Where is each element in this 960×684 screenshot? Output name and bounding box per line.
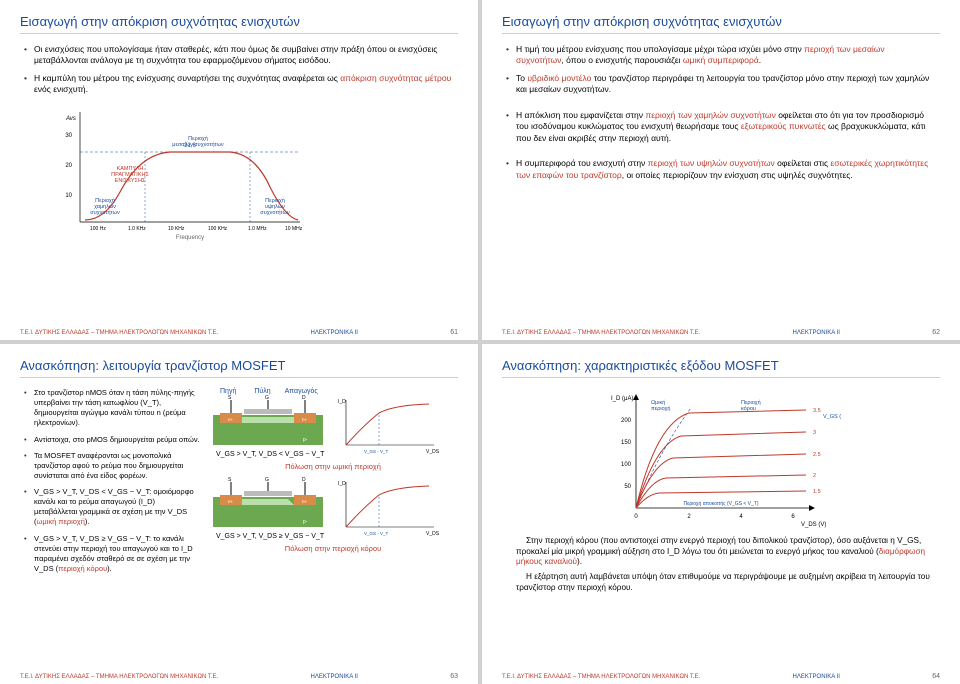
svg-text:n+: n+ <box>228 499 234 504</box>
iv-curve-sat: I_D V_DS V_GS - V_T <box>334 477 439 542</box>
mosfet-ohmic-diagram: S G D n+ n+ p- V_GS > V_T, V_DS < V_GS −… <box>208 395 328 458</box>
svg-text:3: 3 <box>813 430 816 436</box>
svg-text:V_GS (V): V_GS (V) <box>823 414 841 420</box>
svg-text:Περιοχή αποκοπής (V_GS < V_T): Περιοχή αποκοπής (V_GS < V_T) <box>683 500 758 507</box>
slide-footer: Τ.Ε.Ι. ΔΥΤΙΚΗΣ ΕΛΛΑΔΑΣ – ΤΜΗΜΑ ΗΛΕΚΤΡΟΛΟ… <box>502 673 940 680</box>
svg-text:p-: p- <box>303 519 308 525</box>
svg-text:Περιοχήμεσαίων συχνοτήτων: Περιοχήμεσαίων συχνοτήτων <box>172 135 224 148</box>
svg-text:I_D: I_D <box>338 481 346 487</box>
svg-text:D: D <box>302 395 306 401</box>
svg-text:I_D: I_D <box>338 399 346 405</box>
bullet-3: Η απόκλιση που εμφανίζεται στην περιοχή … <box>516 110 930 144</box>
svg-text:10 KHz: 10 KHz <box>168 226 185 232</box>
bullet-1: Η τιμή του μέτρου ενίσχυσης που υπολογίσ… <box>516 44 930 67</box>
svg-text:n+: n+ <box>302 417 308 422</box>
svg-text:Avs: Avs <box>65 116 76 122</box>
bullet-2: Η καμπύλη του μέτρου της ενίσχυσης συναρ… <box>34 73 458 96</box>
svg-text:100 KHz: 100 KHz <box>208 226 228 232</box>
svg-text:50: 50 <box>624 484 631 490</box>
output-characteristics-chart: 50 100 150 200 I_D (μA) 0 2 4 6 V_DS (V) <box>601 388 841 528</box>
slide-title: Εισαγωγή στην απόκριση συχνότητας ενισχυ… <box>20 14 458 34</box>
svg-text:2: 2 <box>813 473 816 479</box>
slide-62: Εισαγωγή στην απόκριση συχνότητας ενισχυ… <box>482 0 960 340</box>
caption-sat: Πόλωση στην περιοχή κόρου <box>208 544 458 553</box>
svg-text:V_DS (V): V_DS (V) <box>801 522 826 528</box>
svg-text:V_GS - V_T: V_GS - V_T <box>364 531 389 536</box>
para-2: Η εξάρτηση αυτή λαμβάνεται υπόψη όταν επ… <box>516 572 930 593</box>
slide-64: Ανασκόπηση: χαρακτηριστικές εξόδου MOSFE… <box>482 344 960 684</box>
iv-curve-ohmic: I_D V_DS V_GS - V_T <box>334 395 439 460</box>
page-number: 61 <box>450 329 458 336</box>
svg-text:I_D (μA): I_D (μA) <box>611 396 633 402</box>
svg-text:30: 30 <box>65 133 72 139</box>
svg-text:Περιοχήκόρου: Περιοχήκόρου <box>741 399 761 412</box>
svg-text:V_GS - V_T: V_GS - V_T <box>364 449 389 454</box>
svg-text:20: 20 <box>65 163 72 169</box>
slide-footer: Τ.Ε.Ι. ΔΥΤΙΚΗΣ ΕΛΛΑΔΑΣ – ΤΜΗΜΑ ΗΛΕΚΤΡΟΛΟ… <box>20 329 458 336</box>
svg-text:2: 2 <box>687 514 691 520</box>
footer-inst: Τ.Ε.Ι. ΔΥΤΙΚΗΣ ΕΛΛΑΔΑΣ – ΤΜΗΜΑ ΗΛΕΚΤΡΟΛΟ… <box>20 330 218 336</box>
slide-title: Ανασκόπηση: λειτουργία τρανζίστορ MOSFET <box>20 358 458 378</box>
svg-text:100: 100 <box>621 462 632 468</box>
slide-title: Ανασκόπηση: χαρακτηριστικές εξόδου MOSFE… <box>502 358 940 378</box>
svg-text:3.5: 3.5 <box>813 408 821 414</box>
slide-61: Εισαγωγή στην απόκριση συχνότητας ενισχυ… <box>0 0 478 340</box>
bullet-list: Στο τρανζίστορ nMOS όταν η τάση πύλης-πη… <box>20 388 200 574</box>
svg-text:6: 6 <box>791 514 795 520</box>
para-1: Στην περιοχή κόρου (που αντιστοιχεί στην… <box>516 536 930 568</box>
svg-text:n+: n+ <box>302 499 308 504</box>
svg-text:2.5: 2.5 <box>813 452 821 458</box>
slide-63: Ανασκόπηση: λειτουργία τρανζίστορ MOSFET… <box>0 344 478 684</box>
svg-text:Ωμικήπεριοχή: Ωμικήπεριοχή <box>651 399 670 412</box>
svg-text:0: 0 <box>634 514 638 520</box>
svg-text:10: 10 <box>65 193 72 199</box>
svg-text:200: 200 <box>621 418 632 424</box>
svg-text:D: D <box>302 477 306 483</box>
caption-ohmic: Πόλωση στην ωμική περιοχή <box>208 462 458 471</box>
freq-response-chart: 10 20 30 Avs 21,6 Περιοχήμεσαίων συχνοτή… <box>50 102 310 242</box>
svg-text:V_DS: V_DS <box>426 531 439 537</box>
bullet-list: Η τιμή του μέτρου ενίσχυσης που υπολογίσ… <box>502 44 940 181</box>
svg-text:Frequency: Frequency <box>176 235 204 241</box>
bullet-4: Η συμπεριφορά του ενισχυτή στην περιοχή … <box>516 158 930 181</box>
slide-footer: Τ.Ε.Ι. ΔΥΤΙΚΗΣ ΕΛΛΑΔΑΣ – ΤΜΗΜΑ ΗΛΕΚΤΡΟΛΟ… <box>20 673 458 680</box>
svg-text:150: 150 <box>621 440 632 446</box>
svg-text:n+: n+ <box>228 417 234 422</box>
slide-footer: Τ.Ε.Ι. ΔΥΤΙΚΗΣ ΕΛΛΑΔΑΣ – ΤΜΗΜΑ ΗΛΕΚΤΡΟΛΟ… <box>502 329 940 336</box>
svg-text:1.0 KHz: 1.0 KHz <box>128 226 146 232</box>
mosfet-sat-diagram: S G D n+ n+ p- V_GS > V_T, V_DS ≥ V_GS −… <box>208 477 328 540</box>
svg-text:G: G <box>265 477 269 483</box>
svg-text:1.5: 1.5 <box>813 489 821 495</box>
svg-text:1.0 MHz: 1.0 MHz <box>248 226 267 232</box>
svg-text:4: 4 <box>739 514 743 520</box>
bullet-1: Οι ενισχύσεις που υπολογίσαμε ήταν σταθε… <box>34 44 458 67</box>
svg-text:10 MHz: 10 MHz <box>285 226 303 232</box>
svg-text:G: G <box>265 395 269 401</box>
slide-title: Εισαγωγή στην απόκριση συχνότητας ενισχυ… <box>502 14 940 34</box>
bullet-list: Οι ενισχύσεις που υπολογίσαμε ήταν σταθε… <box>20 44 458 96</box>
bullet-2: Το υβριδικό μοντέλο του τρανζίστορ περιγ… <box>516 73 930 96</box>
svg-text:100 Hz: 100 Hz <box>90 226 106 232</box>
svg-text:Περιοχήυψηλώνσυχνοτήτων: Περιοχήυψηλώνσυχνοτήτων <box>260 197 290 216</box>
svg-text:ΚΑΜΠΥΛΗΠΡΑΓΜΑΤΙΚΗΣΕΝΙΣΧΥΣΗΣ: ΚΑΜΠΥΛΗΠΡΑΓΜΑΤΙΚΗΣΕΝΙΣΧΥΣΗΣ <box>111 166 149 184</box>
svg-text:p-: p- <box>303 437 308 443</box>
svg-text:V_DS: V_DS <box>426 449 439 455</box>
footer-course: ΗΛΕΚΤΡΟΝΙΚΑ ΙΙ <box>311 330 358 336</box>
